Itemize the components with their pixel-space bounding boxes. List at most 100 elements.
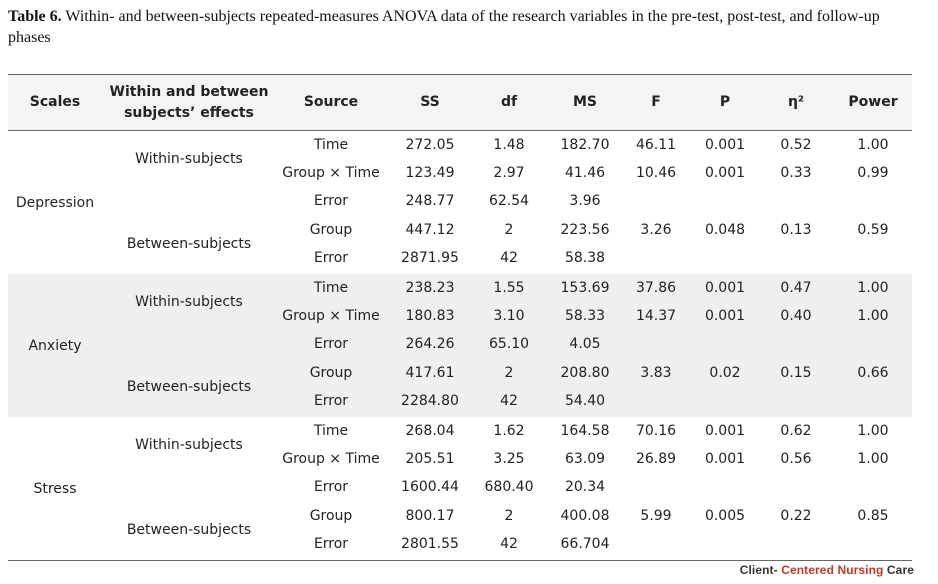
cell-ss: 180.83	[405, 308, 455, 324]
caption-label: Table 6.	[8, 8, 62, 25]
cell-ss: 2801.55	[401, 536, 459, 552]
scale-label: Depression	[15, 194, 95, 211]
within-subjects-label: Within-subjects	[135, 437, 243, 453]
cell-eta: 0.15	[780, 365, 812, 381]
cell-p	[696, 387, 754, 415]
cell-ms: 182.70	[560, 137, 610, 153]
scale-label: Anxiety	[28, 337, 82, 354]
cell-df: 65.10	[488, 336, 530, 352]
cell-eta: 0.62	[780, 423, 812, 439]
cell-f	[630, 330, 682, 358]
cell-power	[838, 330, 908, 358]
table-caption: Table 6. Within- and between-subjects re…	[8, 6, 923, 48]
cell-ss: 2284.80	[401, 393, 459, 409]
cell-eta	[772, 387, 820, 415]
cell-p: 0.001	[704, 308, 746, 324]
cell-ss: 272.05	[405, 137, 455, 153]
cell-source: Group × Time	[282, 308, 380, 324]
header-ms: MS	[572, 94, 597, 110]
cell-power: 1.00	[857, 451, 889, 467]
scale-block: Stress Within-subjects Between-subjects Tim…	[8, 417, 912, 560]
cell-p: 0.001	[704, 165, 746, 181]
table-bottom-rule	[8, 560, 912, 561]
cell-ss: 205.51	[405, 451, 455, 467]
cell-power	[838, 473, 908, 501]
cell-f: 5.99	[640, 508, 672, 524]
caption-text: Within- and between-subjects repeated-me…	[8, 8, 880, 46]
cell-df: 2	[504, 365, 514, 381]
cell-p	[696, 187, 754, 215]
cell-ss: 417.61	[405, 365, 455, 381]
header-p: P	[719, 94, 731, 110]
cell-ms: 54.40	[564, 393, 606, 409]
cell-ms: 58.33	[564, 308, 606, 324]
table-header: Scales Within and between subjects’ effe…	[8, 74, 912, 131]
cell-source: Error	[313, 336, 349, 352]
between-subjects-label: Between-subjects	[126, 522, 252, 538]
between-subjects-label: Between-subjects	[126, 236, 252, 252]
anova-table: Scales Within and between subjects’ effe…	[8, 74, 912, 561]
cell-ms: 3.96	[569, 193, 601, 209]
cell-eta: 0.40	[780, 308, 812, 324]
cell-p	[696, 530, 754, 558]
cell-eta	[772, 530, 820, 558]
cell-power	[838, 530, 908, 558]
cell-f	[630, 387, 682, 415]
cell-df: 2	[504, 508, 514, 524]
cell-ms: 153.69	[560, 280, 610, 296]
cell-power: 1.00	[857, 280, 889, 296]
cell-power: 0.99	[857, 165, 889, 181]
cell-ss: 123.49	[405, 165, 455, 181]
cell-f: 3.83	[640, 365, 672, 381]
cell-power: 0.59	[857, 222, 889, 238]
footer-part-1: Client-	[739, 563, 782, 577]
cell-f: 70.16	[635, 423, 677, 439]
cell-source: Group	[309, 508, 353, 524]
cell-source: Error	[313, 393, 349, 409]
cell-df: 2.97	[493, 165, 525, 181]
cell-df: 42	[500, 536, 518, 552]
cell-p: 0.001	[704, 280, 746, 296]
cell-f: 46.11	[635, 137, 677, 153]
cell-source: Group × Time	[282, 165, 380, 181]
cell-source: Error	[313, 536, 349, 552]
cell-p	[696, 473, 754, 501]
cell-ms: 20.34	[564, 479, 606, 495]
cell-eta: 0.33	[780, 165, 812, 181]
header-eta: η²	[787, 94, 805, 110]
cell-eta: 0.22	[780, 508, 812, 524]
header-power: Power	[848, 94, 898, 110]
cell-source: Error	[313, 479, 349, 495]
cell-ms: 41.46	[564, 165, 606, 181]
cell-ms: 58.38	[564, 250, 606, 266]
cell-source: Group	[309, 365, 353, 381]
scale-label: Stress	[33, 480, 77, 497]
cell-power	[838, 244, 908, 272]
cell-p: 0.005	[704, 508, 746, 524]
cell-ss: 268.04	[405, 423, 455, 439]
cell-p: 0.001	[704, 451, 746, 467]
cell-source: Error	[313, 250, 349, 266]
cell-ms: 66.704	[560, 536, 610, 552]
cell-df: 42	[500, 393, 518, 409]
cell-f: 26.89	[635, 451, 677, 467]
cell-eta	[772, 473, 820, 501]
cell-f: 14.37	[635, 308, 677, 324]
cell-ms: 63.09	[564, 451, 606, 467]
cell-p: 0.001	[704, 137, 746, 153]
cell-f	[630, 530, 682, 558]
cell-power	[838, 387, 908, 415]
cell-df: 42	[500, 250, 518, 266]
cell-eta	[772, 187, 820, 215]
cell-power	[838, 187, 908, 215]
cell-f: 3.26	[640, 222, 672, 238]
table-body: Depression Within-subjects Between-subject…	[8, 131, 912, 560]
cell-df: 3.10	[493, 308, 525, 324]
cell-source: Time	[313, 423, 349, 439]
scale-block: Anxiety Within-subjects Between-subjects Ti…	[8, 274, 912, 417]
header-ss: SS	[420, 94, 440, 110]
cell-f	[630, 244, 682, 272]
cell-eta	[772, 330, 820, 358]
footer-part-3: Nursing	[837, 563, 887, 577]
footer-part-2: Centered	[781, 563, 838, 577]
